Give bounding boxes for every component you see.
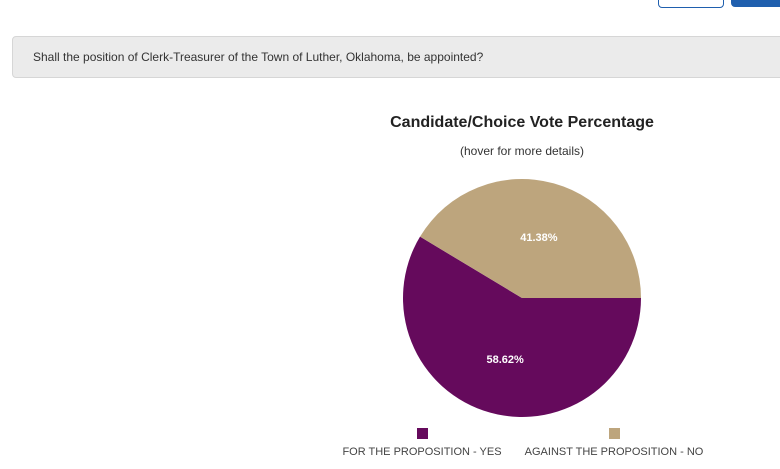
pie-slice-yes[interactable] [403, 236, 641, 418]
legend-label-yes: FOR THE PROPOSITION - YES [342, 446, 502, 458]
legend-swatch-no [608, 428, 620, 439]
question-panel: Shall the position of Clerk-Treasurer of… [12, 36, 780, 78]
chart-subtitle: (hover for more details) [459, 144, 585, 158]
legend-item-yes[interactable]: FOR THE PROPOSITION - YES [341, 428, 503, 458]
legend-item-no[interactable]: AGAINST THE PROPOSITION - NO [522, 428, 706, 458]
pie-label-yes: 58.62% [486, 354, 524, 366]
top-primary-button[interactable] [731, 0, 780, 7]
pie-slice-no[interactable] [420, 179, 641, 298]
pie-label-no: 41.38% [520, 232, 558, 244]
top-secondary-button[interactable] [658, 0, 724, 8]
question-text: Shall the position of Clerk-Treasurer of… [33, 50, 484, 64]
chart-title: Candidate/Choice Vote Percentage [390, 114, 654, 131]
legend-swatch-yes [416, 428, 428, 439]
legend-label-no: AGAINST THE PROPOSITION - NO [524, 446, 704, 458]
